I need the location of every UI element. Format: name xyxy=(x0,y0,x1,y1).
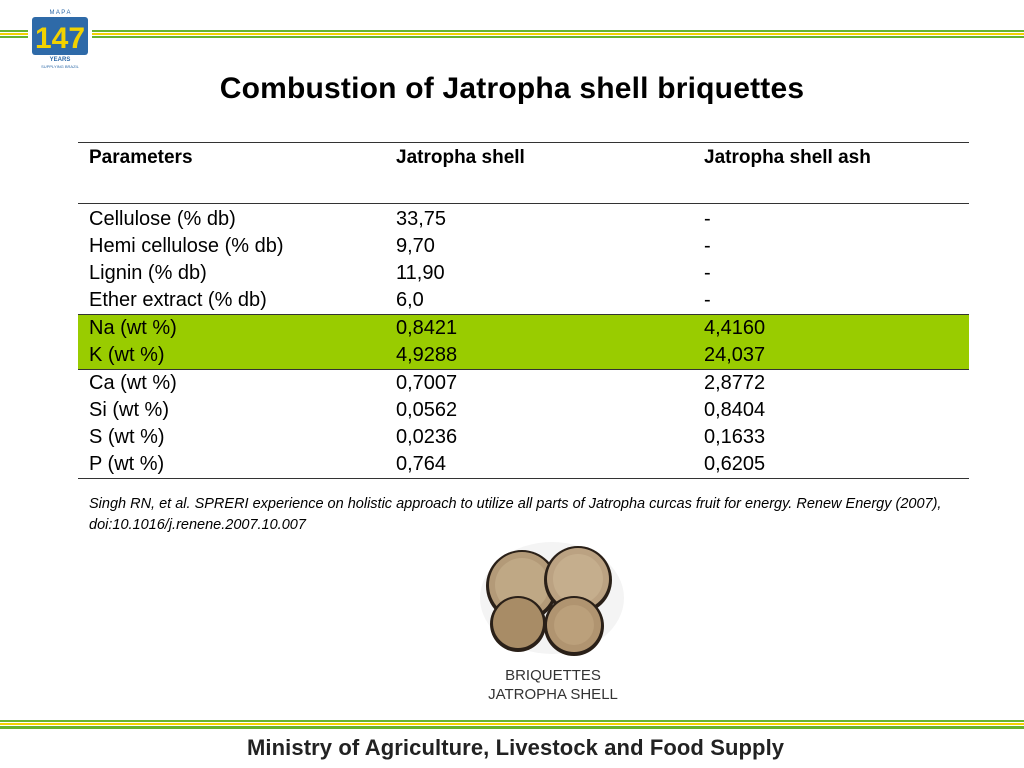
cell-shell: 9,70 xyxy=(396,235,435,257)
photo-caption: BRIQUETTES JATROPHA SHELL xyxy=(453,666,653,704)
cell-parameter: Hemi cellulose (% db) xyxy=(89,235,284,257)
cell-shell: 0,0236 xyxy=(396,426,458,448)
cell-shell: 0,8421 xyxy=(385,314,693,342)
table-row-highlighted: Na (wt %) 0,8421 4,4160 xyxy=(78,314,969,342)
table-row: Ca (wt %) 0,7007 2,8772 xyxy=(78,370,969,398)
table-row-highlighted: K (wt %) 4,9288 24,037 xyxy=(78,342,969,370)
logo-tagline: SUPPLYING BRAZIL xyxy=(41,64,79,69)
cell-ash: 4,4160 xyxy=(693,314,969,342)
header-parameters: Parameters xyxy=(78,142,385,204)
table-row: Cellulose (% db) 33,75 - xyxy=(78,204,969,234)
cell-parameter: Ca (wt %) xyxy=(89,372,177,394)
bottom-stripes xyxy=(0,720,1024,732)
cell-parameter: Ether extract (% db) xyxy=(89,289,267,311)
cell-ash: - xyxy=(704,262,711,284)
table-row: Si (wt %) 0,0562 0,8404 xyxy=(78,397,969,424)
cell-shell: 0,764 xyxy=(385,451,693,479)
cell-parameter: K (wt %) xyxy=(78,342,385,370)
table-header-row: Parameters Jatropha shell Jatropha shell… xyxy=(78,142,969,204)
citation-text: Singh RN, et al. SPRERI experience on ho… xyxy=(89,496,942,533)
cell-shell: 0,7007 xyxy=(396,372,458,394)
cell-ash: 0,1633 xyxy=(704,426,766,448)
cell-parameter: Lignin (% db) xyxy=(89,262,207,284)
cell-parameter: Si (wt %) xyxy=(89,399,169,421)
cell-ash: 24,037 xyxy=(693,342,969,370)
table-row: Hemi cellulose (% db) 9,70 - xyxy=(78,233,969,260)
logo-years: YEARS xyxy=(50,57,71,63)
table-row: Ether extract (% db) 6,0 - xyxy=(78,287,969,315)
header-jatropha-shell: Jatropha shell xyxy=(385,142,693,204)
slide-title: Combustion of Jatropha shell briquettes xyxy=(219,72,805,105)
cell-parameter: P (wt %) xyxy=(78,451,385,479)
cell-shell: 4,9288 xyxy=(385,342,693,370)
cell-shell: 11,90 xyxy=(396,262,445,284)
cell-parameter: S (wt %) xyxy=(89,426,165,448)
cell-ash: - xyxy=(704,208,711,230)
table-row: P (wt %) 0,764 0,6205 xyxy=(78,451,969,479)
top-stripes xyxy=(0,30,1024,38)
cell-ash: 0,6205 xyxy=(693,451,969,479)
briquettes-photo xyxy=(478,538,626,656)
header-jatropha-shell-ash: Jatropha shell ash xyxy=(693,142,969,204)
photo-caption-line2: JATROPHA SHELL xyxy=(488,686,618,703)
cell-ash: - xyxy=(704,289,711,311)
table-row: S (wt %) 0,0236 0,1633 xyxy=(78,424,969,451)
table-row: Lignin (% db) 11,90 - xyxy=(78,260,969,287)
cell-ash: 2,8772 xyxy=(704,372,766,394)
cell-parameter: Na (wt %) xyxy=(78,314,385,342)
photo-caption-line1: BRIQUETTES xyxy=(505,667,601,684)
mapa-147-logo: M A P A 147 YEARS SUPPLYING BRAZIL xyxy=(28,6,92,70)
footer-ministry-name: Ministry of Agriculture, Livestock and F… xyxy=(247,735,785,760)
logo-number: 147 xyxy=(35,22,85,55)
cell-ash: 0,8404 xyxy=(704,399,766,421)
cell-shell: 6,0 xyxy=(396,289,424,311)
logo-top-text: M A P A xyxy=(50,10,71,16)
cell-ash: - xyxy=(704,235,711,257)
cell-shell: 33,75 xyxy=(396,208,447,230)
cell-parameter: Cellulose (% db) xyxy=(89,208,236,230)
cell-shell: 0,0562 xyxy=(396,399,458,421)
parameters-table: Parameters Jatropha shell Jatropha shell… xyxy=(78,142,969,479)
